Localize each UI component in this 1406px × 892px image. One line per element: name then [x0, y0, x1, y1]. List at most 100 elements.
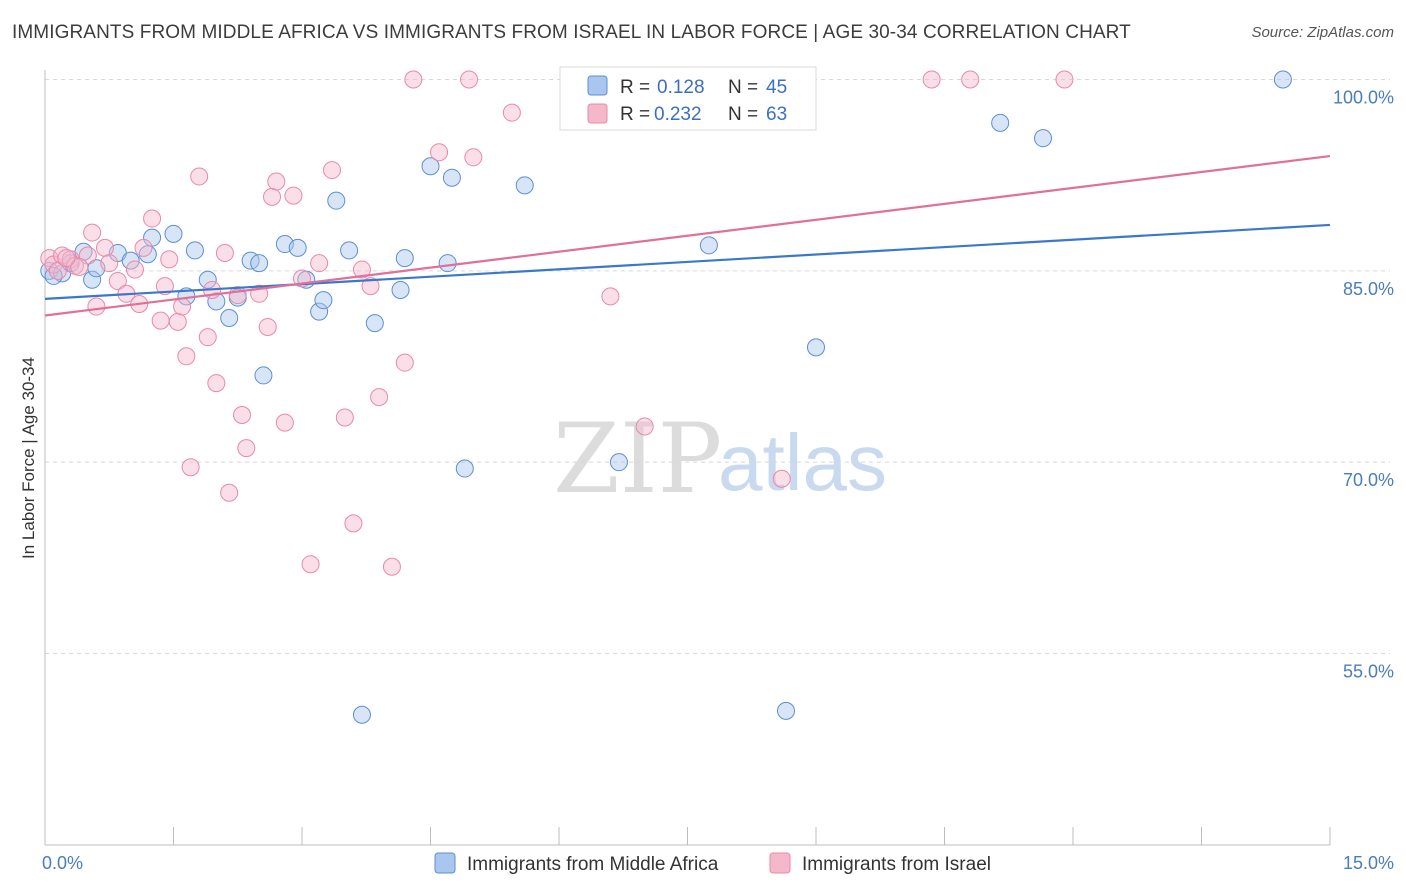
point-israel-41: [344, 514, 363, 533]
point-middle-africa-18: [250, 254, 269, 273]
point-middle-africa-15: [220, 309, 239, 328]
point-israel-59: [173, 297, 192, 316]
axes: [44, 70, 1331, 846]
point-israel-34: [275, 413, 294, 432]
point-israel-55: [922, 70, 941, 89]
point-israel-21: [181, 458, 200, 477]
legend-swatch-blue: [587, 75, 608, 96]
trend-line-israel: [44, 154, 1331, 317]
point-middle-africa-29: [391, 280, 410, 299]
point-israel-40: [335, 408, 354, 427]
point-middle-africa-41: [991, 113, 1010, 132]
point-middle-africa-26: [340, 241, 359, 260]
y-tick-label-0: 55.0%: [1343, 662, 1394, 682]
point-israel-16: [151, 311, 170, 330]
point-israel-29: [237, 439, 256, 458]
point-middle-africa-25: [327, 191, 346, 210]
point-israel-7: [87, 297, 106, 316]
point-middle-africa-43: [1273, 70, 1292, 89]
point-middle-africa-7: [121, 251, 140, 270]
bottom-legend-swatch-pink: [769, 852, 791, 874]
legend-r-label-pink: R =: [620, 104, 650, 125]
bottom-legend-swatch-blue: [434, 852, 456, 874]
point-israel-53: [635, 417, 654, 436]
point-middle-africa-28: [365, 314, 384, 333]
point-israel-52: [601, 287, 620, 306]
point-israel-17: [155, 277, 174, 296]
point-israel-43: [361, 277, 380, 296]
point-middle-africa-37: [699, 236, 718, 255]
point-israel-8: [95, 238, 114, 257]
watermark-atlas: atlas: [718, 418, 887, 507]
point-israel-46: [395, 353, 414, 372]
legend: R = 0.128 N = 45 R = 0.232 N = 63: [559, 66, 817, 131]
trend-line-middle-africa: [44, 223, 1331, 300]
point-israel-18: [160, 250, 179, 269]
point-israel-23: [198, 328, 217, 347]
point-middle-africa-40: [807, 338, 825, 357]
legend-r-label-blue: R =: [620, 77, 650, 98]
point-middle-africa-4: [83, 270, 102, 289]
point-israel-51: [502, 103, 521, 122]
point-israel-14: [134, 238, 153, 257]
point-israel-26: [220, 483, 239, 502]
point-israel-25: [215, 243, 234, 262]
bottom-legend: Immigrants from Middle Africa Immigrants…: [434, 852, 991, 875]
point-israel-54: [772, 469, 791, 488]
point-middle-africa-23: [310, 302, 329, 321]
chart-title: IMMIGRANTS FROM MIDDLE AFRICA VS IMMIGRA…: [12, 22, 1131, 43]
legend-n-label-blue: N =: [728, 77, 758, 98]
y-tick-label-2: 85.0%: [1343, 279, 1394, 299]
point-middle-africa-35: [515, 176, 534, 195]
trend-lines: [44, 154, 1331, 317]
point-israel-39: [322, 161, 341, 180]
legend-n-value-blue: 45: [766, 77, 787, 98]
bottom-legend-label-blue: Immigrants from Middle Africa: [467, 854, 719, 875]
point-israel-22: [190, 167, 209, 186]
point-middle-africa-33: [442, 168, 461, 187]
point-middle-africa-30: [395, 249, 414, 268]
point-middle-africa-12: [185, 241, 204, 260]
point-israel-10: [108, 272, 127, 291]
point-israel-56: [961, 70, 980, 89]
point-middle-africa-13: [198, 270, 217, 289]
legend-swatch-pink: [587, 103, 608, 124]
point-middle-africa-21: [288, 238, 307, 257]
point-israel-47: [404, 70, 423, 89]
series-middle-africa: [40, 70, 1292, 724]
point-israel-58: [48, 261, 67, 280]
point-israel-31: [258, 317, 277, 336]
y-tick-label-1: 70.0%: [1343, 470, 1394, 490]
gridlines: [45, 79, 1390, 654]
point-israel-20: [177, 347, 196, 366]
point-israel-12: [125, 260, 144, 279]
point-israel-35: [284, 186, 303, 205]
legend-n-label-pink: N =: [728, 104, 758, 125]
point-israel-44: [370, 388, 389, 407]
point-middle-africa-31: [421, 157, 440, 176]
point-israel-24: [207, 374, 226, 393]
chart-source: Source: ZipAtlas.com: [1251, 24, 1394, 41]
legend-n-value-pink: 63: [766, 104, 787, 125]
point-israel-45: [382, 557, 401, 576]
point-israel-6: [83, 223, 102, 242]
point-israel-61: [70, 258, 89, 277]
point-middle-africa-14: [207, 292, 226, 311]
point-israel-37: [301, 555, 320, 574]
watermark: ZIP atlas: [553, 403, 887, 515]
point-israel-49: [460, 70, 479, 89]
point-israel-15: [143, 209, 162, 228]
point-middle-africa-36: [609, 453, 628, 472]
x-tick-label-max: 15.0%: [1343, 853, 1394, 873]
point-israel-28: [233, 405, 252, 424]
point-israel-9: [100, 254, 119, 273]
legend-r-value-pink: 0.232: [654, 104, 702, 125]
point-middle-africa-38: [777, 701, 796, 720]
point-middle-africa-32: [438, 254, 457, 273]
point-middle-africa-27: [352, 705, 371, 724]
point-middle-africa-19: [254, 366, 273, 385]
bottom-legend-label-pink: Immigrants from Israel: [802, 854, 991, 875]
point-middle-africa-24: [314, 291, 333, 310]
point-israel-42: [352, 260, 371, 279]
